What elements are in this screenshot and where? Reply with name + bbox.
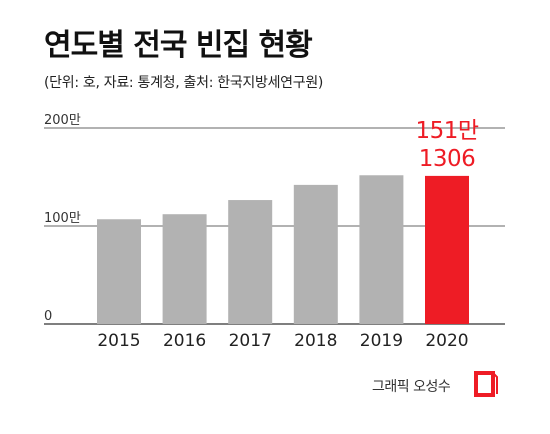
bar-2015 [97,219,141,324]
x-tick-label: 2020 [425,331,468,351]
chart-title: 연도별 전국 빈집 현황 [44,28,313,63]
highlight-data-label: 1306 [419,146,476,172]
bar-2020 [425,175,469,324]
bar-2017 [228,200,273,324]
x-tick-label: 2017 [229,331,272,351]
bar-2018 [293,184,338,324]
x-tick-label: 2019 [360,331,403,351]
x-tick-label: 2016 [163,331,206,351]
y-tick-label: 0 [44,309,52,324]
graphic-credit: 그래픽 오성수 [372,379,451,395]
bar-2016 [162,214,207,324]
x-tick-label: 2015 [97,331,140,351]
y-tick-label: 200만 [44,113,81,128]
highlight-data-label: 151만 [415,118,478,144]
bar-2019 [359,175,404,324]
chart-subtitle: (단위: 호, 자료: 통계청, 출처: 한국지방세연구원) [44,75,324,91]
publisher-logo-icon [474,371,498,397]
y-tick-label: 100만 [44,211,81,226]
x-tick-label: 2018 [294,331,337,351]
